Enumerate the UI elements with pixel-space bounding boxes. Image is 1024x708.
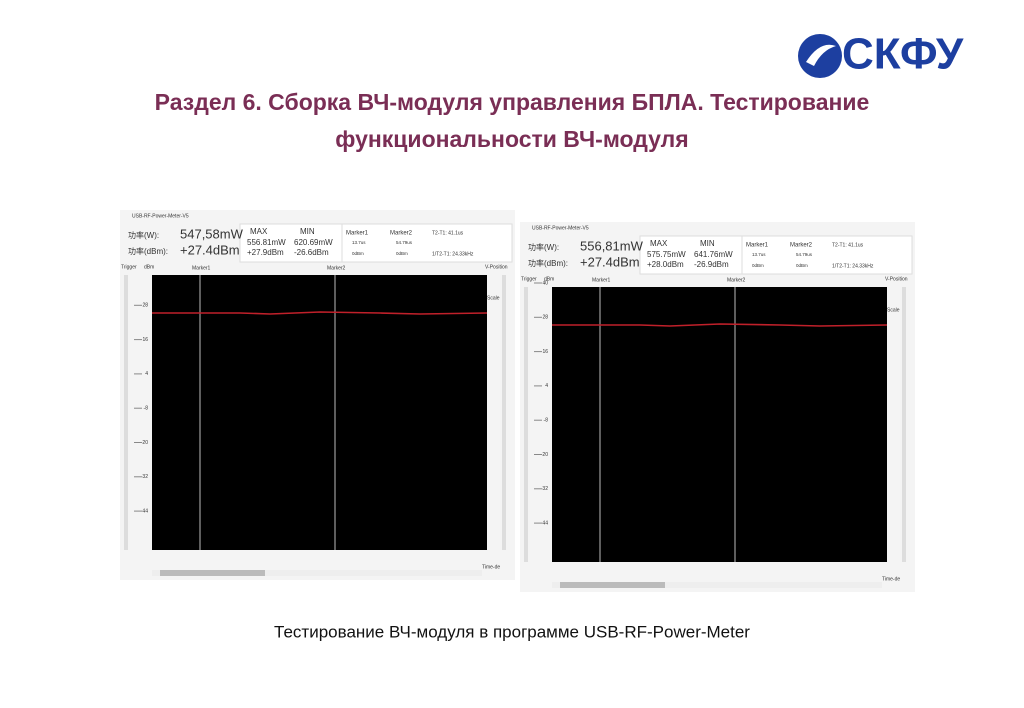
- plot: [152, 275, 487, 550]
- stat: 620.69mW: [294, 238, 333, 247]
- stat: 0dBm: [796, 263, 808, 268]
- marker-box: [341, 223, 513, 263]
- left-scrollbar: [124, 275, 128, 550]
- slide-title: функциональности ВЧ-модуля: [335, 126, 688, 152]
- label: dBm: [144, 264, 154, 270]
- stat: T2-T1: 41.1us: [832, 242, 864, 248]
- screenshot: USB-RF-Power-Meter-V5 功率(W): 547,58mW 功率(dB…: [120, 210, 515, 580]
- stat: 13.7us: [752, 252, 766, 257]
- stat: +27.9dBm: [247, 248, 284, 257]
- stat: 1/T2-T1: 24.33kHz: [432, 251, 474, 257]
- plot: [552, 287, 887, 562]
- label: Marker2: [790, 243, 813, 249]
- label: Scale: [487, 295, 500, 301]
- left-scrollbar: [524, 287, 528, 562]
- y-tick-label: 16: [142, 337, 148, 343]
- label: 功率(W):: [528, 242, 559, 252]
- stat: -26.9dBm: [694, 260, 729, 269]
- logo-text: СКФУ: [842, 30, 964, 79]
- label: MIN: [700, 239, 715, 248]
- window-title: USB-RF-Power-Meter-V5: [532, 225, 589, 231]
- label: 功率(W):: [128, 230, 159, 240]
- stat: 54.79us: [396, 240, 413, 245]
- label: MAX: [650, 239, 668, 248]
- y-tick-label: 4: [145, 371, 148, 377]
- label: MAX: [250, 227, 268, 236]
- y-tick-label: -8: [544, 418, 549, 424]
- power-value: 556,81mW: [580, 238, 644, 253]
- stat: 641.76mW: [694, 250, 733, 259]
- caption: Тестирование ВЧ-модуля в программе USB-R…: [274, 622, 750, 641]
- y-tick-label: 40: [542, 280, 548, 286]
- label: MIN: [300, 227, 315, 236]
- y-tick-label: -20: [141, 440, 148, 446]
- y-tick-label: -32: [141, 474, 148, 480]
- marker-label: Marker2: [327, 265, 346, 271]
- screenshot: USB-RF-Power-Meter-V5 功率(W): 556,81mW 功率(dB…: [520, 222, 915, 592]
- stat: 13.7us: [352, 240, 366, 245]
- label: Marker2: [390, 231, 413, 237]
- trace: [552, 323, 888, 327]
- y-tick-label: 28: [542, 315, 548, 321]
- y-tick-label: -44: [541, 520, 548, 526]
- label: Trigger: [121, 264, 137, 270]
- stat: 0dBm: [752, 263, 764, 268]
- y-tick-label: -8: [144, 406, 149, 412]
- marker-label: Marker1: [192, 265, 211, 271]
- label: Time-de: [482, 564, 500, 570]
- y-tick-label: -32: [541, 486, 548, 492]
- label: 功率(dBm):: [128, 246, 168, 256]
- stat: -26.6dBm: [294, 248, 329, 257]
- label: dBm: [544, 276, 554, 282]
- power-value: 547,58mW: [180, 226, 244, 241]
- label: Time-de: [882, 576, 900, 582]
- stat: 1/T2-T1: 24.33kHz: [832, 263, 874, 269]
- label: Marker1: [346, 231, 369, 237]
- stat: 54.79us: [796, 252, 813, 257]
- stats-box: [239, 223, 361, 263]
- marker-label: Marker2: [727, 277, 746, 283]
- bottom-scrollbar: [552, 582, 882, 588]
- logo-wing: [806, 44, 836, 66]
- right-scrollbar: [502, 275, 506, 550]
- right-scrollbar: [902, 287, 906, 562]
- y-tick-label: 28: [142, 303, 148, 309]
- scroll-thumb: [560, 582, 665, 588]
- label: 功率(dBm):: [528, 258, 568, 268]
- marker-box: [741, 235, 913, 275]
- stat: 0dBm: [352, 251, 364, 256]
- stat: 556.81mW: [247, 238, 286, 247]
- label: Trigger: [521, 276, 537, 282]
- label: V-Position: [885, 276, 908, 282]
- label: Scale: [887, 307, 900, 313]
- logo: СКФУ: [798, 30, 964, 79]
- y-tick-label: -20: [541, 452, 548, 458]
- y-tick-label: 4: [545, 383, 548, 389]
- stat: 575.75mW: [647, 250, 686, 259]
- power-value: +27.4dBm: [580, 254, 640, 269]
- window-title: USB-RF-Power-Meter-V5: [132, 213, 189, 219]
- stat: +28.0dBm: [647, 260, 684, 269]
- power-value: +27.4dBm: [180, 242, 240, 257]
- trace: [152, 311, 488, 315]
- stat: 0dBm: [396, 251, 408, 256]
- label: V-Position: [485, 264, 508, 270]
- scroll-thumb: [160, 570, 265, 576]
- label: Marker1: [746, 243, 769, 249]
- y-tick-label: 16: [542, 349, 548, 355]
- bottom-scrollbar: [152, 570, 482, 576]
- marker-label: Marker1: [592, 277, 611, 283]
- stat: T2-T1: 41.1us: [432, 230, 464, 236]
- y-tick-label: -44: [141, 508, 148, 514]
- slide-title: Раздел 6. Сборка ВЧ-модуля управления БП…: [155, 89, 870, 115]
